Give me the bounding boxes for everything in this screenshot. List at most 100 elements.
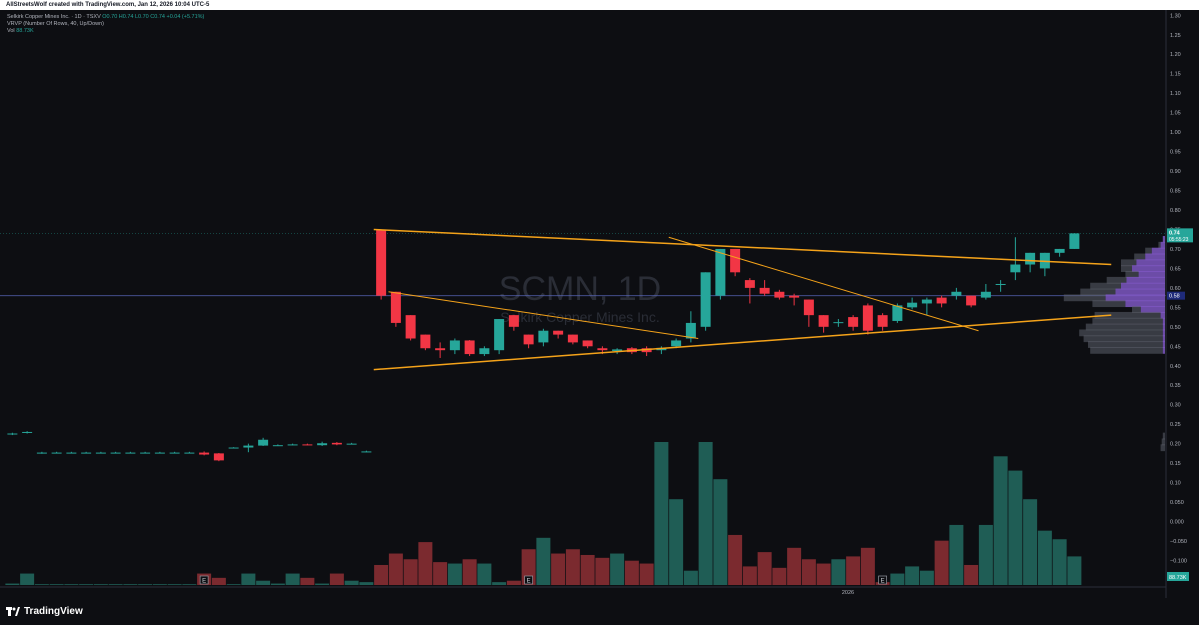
vrvp-row-down	[1080, 288, 1116, 296]
volume-bar	[315, 583, 330, 585]
tradingview-brand[interactable]: TradingView	[6, 606, 83, 617]
candle-body	[66, 452, 77, 454]
price-axis[interactable]: 1.30 1.25 1.20 1.15 1.10 1.05 1.00 0.95 0.90 0.85…	[1165, 10, 1193, 598]
vrvp-row-up	[1162, 335, 1165, 343]
candle-body	[921, 299, 932, 304]
vrvp-row-up	[1115, 288, 1165, 296]
candle	[390, 291, 401, 327]
earnings-marker-box	[878, 575, 887, 585]
candle	[317, 441, 328, 446]
earnings-marker-label: E	[202, 579, 206, 585]
price-tick-label: 0.30	[1170, 403, 1181, 409]
price-tick-label: 0.95	[1170, 150, 1181, 156]
candle	[774, 289, 785, 300]
candle	[228, 447, 239, 449]
candle-body	[567, 334, 578, 343]
candle	[66, 451, 77, 454]
volume-bar	[1037, 530, 1052, 585]
volume-bar	[374, 564, 389, 585]
volume-bar	[993, 456, 1008, 585]
candle	[7, 432, 18, 436]
volume-bar	[167, 584, 182, 585]
candle	[538, 328, 549, 347]
volume-bar	[669, 499, 684, 585]
price-tick-label: 1.00	[1170, 130, 1181, 136]
trendlines[interactable]	[373, 228, 1112, 371]
vrvp-row-down	[1158, 241, 1161, 249]
volume-bar	[698, 442, 713, 585]
candle-body	[390, 291, 401, 323]
candle	[980, 283, 991, 300]
legend-vol-label: Vol	[7, 28, 15, 34]
volume-bar	[256, 580, 271, 585]
chart-caption: AllStreetsWolf created with TradingView.…	[6, 2, 210, 8]
candle	[818, 315, 829, 333]
volume-bar	[639, 563, 654, 585]
volume-bar	[433, 562, 448, 585]
price-tick-label: 0.80	[1170, 208, 1181, 214]
candle-body	[966, 295, 977, 306]
price-tick-label: 0.50	[1170, 325, 1181, 331]
candle-body	[523, 334, 534, 345]
trendline	[388, 291, 699, 339]
trendline	[373, 228, 1112, 266]
price-tick-label: 1.10	[1170, 91, 1181, 97]
time-axis[interactable]: 2026	[0, 586, 1166, 596]
volume-bar	[285, 573, 300, 585]
candle	[376, 229, 387, 300]
candle	[700, 272, 711, 331]
candle-body	[803, 299, 814, 316]
candle-body	[243, 445, 254, 448]
candle-body	[730, 248, 741, 273]
candle	[95, 451, 106, 454]
volume-bar	[477, 563, 492, 585]
candle-body	[671, 340, 682, 347]
volume-bar	[831, 559, 846, 585]
candle-body	[169, 452, 180, 454]
candle	[907, 297, 918, 310]
candle-body	[862, 305, 873, 331]
volume-bar	[742, 566, 757, 585]
candle-body	[331, 442, 342, 445]
watermark-ticker: SCMN, 1D	[499, 270, 661, 308]
volume-bar	[34, 584, 49, 585]
legend-vrvp[interactable]: VRVP (Number Of Rows, 40, Up/Down)	[7, 21, 104, 27]
candle-body	[553, 330, 564, 335]
vrvp-row-up	[1105, 294, 1165, 302]
candle-body	[140, 452, 151, 454]
legend-symbol-row[interactable]: Selkirk Copper Mines Inc. · 1D · TSXV O0…	[7, 14, 204, 21]
candle-body	[464, 340, 475, 355]
price-tick-label: 0.70	[1170, 247, 1181, 253]
candle	[995, 280, 1006, 292]
volume-bar	[713, 479, 728, 585]
candle-body	[361, 451, 372, 453]
candle	[523, 334, 534, 349]
volume-bar	[226, 584, 241, 585]
candle-body	[980, 291, 991, 298]
candle-body	[125, 452, 136, 454]
volume-bar	[1067, 556, 1082, 585]
candle-body	[346, 443, 357, 445]
candle-body	[479, 348, 490, 355]
volume-bar	[108, 584, 123, 585]
legend-volume-row[interactable]: Vol 88.73K	[7, 28, 204, 35]
volume-bar	[211, 577, 226, 585]
candle	[169, 451, 180, 454]
candle-body	[715, 248, 726, 296]
candle	[1010, 237, 1021, 281]
vrvp-row-up	[1140, 306, 1165, 313]
candle-body	[95, 452, 106, 454]
candle	[154, 451, 165, 454]
candle	[567, 334, 578, 345]
poc-value: 0.58	[1169, 294, 1180, 300]
vrvp-row-up	[1126, 276, 1165, 284]
candle	[36, 451, 47, 454]
vrvp-row-down	[1106, 276, 1127, 284]
candle-body	[936, 297, 947, 304]
candle	[110, 451, 121, 454]
candle	[125, 451, 136, 454]
candle	[730, 248, 741, 277]
candle-body	[907, 302, 918, 308]
candle-body	[213, 453, 224, 461]
